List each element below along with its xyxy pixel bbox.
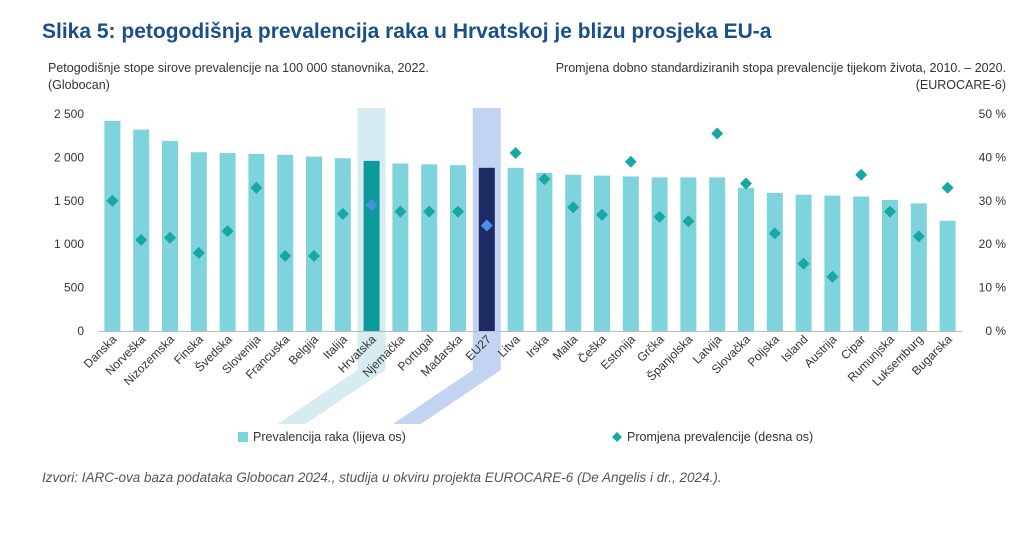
marker-austrija [826,270,839,283]
marker-belgija [308,249,320,262]
category-label: Austrija [801,332,839,370]
left-axis-tick-label: 2 000 [54,150,84,164]
left-axis-tick-label: 500 [64,281,84,295]
highlight-band-hrvatska [277,108,386,424]
marker-grčka [653,210,666,223]
right-axis-subtitle: Promjena dobno standardiziranih stopa pr… [555,61,1006,92]
bar-eu27 [478,167,495,331]
marker-danska [106,194,119,207]
marker-portugal [423,205,436,218]
marker-estonija [624,155,637,168]
bar-portugal [421,164,438,331]
bar-španjolska [680,177,697,331]
marker-slovenija [250,181,263,194]
marker-poljska [768,227,781,240]
left-axis-tick-label: 1 000 [54,237,84,251]
category-label: Poljska [745,332,782,369]
category-label: Belgija [286,332,322,368]
bar-austrija [824,195,841,331]
marker-mađarska [452,205,464,218]
marker-nizozemska [164,231,176,244]
bar-rumunjska [882,199,898,331]
category-label: Irska [523,332,552,361]
marker-italija [336,207,349,220]
bar-grčka [651,177,668,331]
marker-luksemburg [912,230,925,243]
marker-norveška [135,233,148,246]
bar-švedska [219,153,236,331]
bar-francuska [277,154,294,331]
left-axis-tick-label: 2 500 [54,107,84,121]
right-axis-tick-label: 40 % [979,150,1007,164]
bar-njemačka [392,163,409,331]
marker-eu27 [480,219,493,232]
marker-bugarska [941,181,954,194]
marker-švedska [221,225,234,238]
marker-češka [596,208,608,221]
bar-cipar [853,196,870,331]
right-axis-tick-label: 20 % [979,237,1007,251]
left-axis-tick-label: 1 500 [54,194,84,208]
marker-slovačka [740,177,752,190]
bar-slovačka [738,187,754,331]
bar-poljska [766,192,783,331]
bar-finska [190,152,207,331]
bar-češka [594,175,610,331]
bar-italija [334,158,351,331]
highlight-band-eu27 [392,108,501,424]
source-note: Izvori: IARC-ova baza podataka Globocan … [42,470,722,485]
right-axis-tick-label: 10 % [979,281,1007,295]
bar-estonija [622,176,639,331]
marker-hrvatska [365,199,378,212]
marker-njemačka [394,205,407,218]
bar-belgija [306,156,322,331]
right-axis-tick-label: 30 % [979,194,1007,208]
legend-label-marker: Promjena prevalencije (desna os) [627,430,813,444]
legend-swatch-bar [238,432,248,442]
right-axis-tick-label: 50 % [979,107,1007,121]
marker-francuska [279,249,292,262]
bar-hrvatska [363,160,380,331]
bar-latvija [709,177,726,331]
bar-norveška [133,129,150,331]
legend-swatch-marker [612,432,622,442]
bar-litva [507,167,524,331]
left-axis-tick-label: 0 [77,324,84,338]
marker-rumunjska [884,205,896,218]
marker-finska [192,246,205,259]
right-axis-tick-label: 0 % [985,324,1006,338]
bar-danska [104,120,121,331]
marker-latvija [711,127,724,140]
legend-label-bar: Prevalencija raka (lijeva os) [253,430,406,444]
bar-malta [565,174,582,331]
marker-irska [538,173,551,186]
marker-island [797,257,810,270]
bar-slovenija [248,153,265,331]
bar-mađarska [450,165,466,331]
left-axis-subtitle: Petogodišnje stope sirove prevalencije n… [48,61,429,92]
marker-malta [567,201,580,214]
chart-title: Slika 5: petogodišnja prevalencija raka … [42,20,772,43]
marker-španjolska [682,215,695,228]
bar-irska [536,173,553,331]
bar-luksemburg [910,203,927,331]
marker-cipar [855,168,868,181]
bar-bugarska [939,220,956,331]
marker-litva [509,147,522,160]
